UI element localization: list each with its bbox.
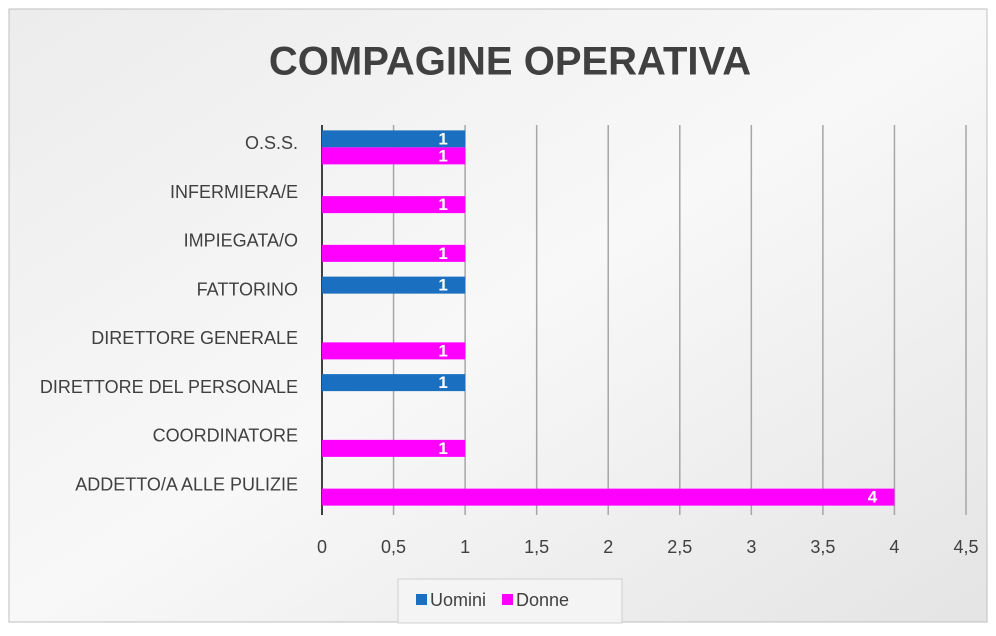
- chart-title: COMPAGINE OPERATIVA: [269, 40, 751, 84]
- x-tick-label: 3,5: [810, 537, 835, 557]
- bar: [322, 488, 895, 506]
- bar: [322, 196, 466, 214]
- data-label: 4: [868, 488, 878, 507]
- legend-label: Donne: [516, 590, 569, 610]
- x-tick-label: 2,5: [667, 537, 692, 557]
- y-tick-label: FATTORINO: [197, 279, 298, 299]
- bar: [322, 374, 466, 392]
- x-tick-label: 3: [746, 537, 756, 557]
- bar: [322, 147, 466, 165]
- bar: [322, 244, 466, 262]
- chart-background: [8, 8, 988, 623]
- x-tick-label: 1,5: [524, 537, 549, 557]
- legend-swatch: [416, 594, 427, 605]
- bar: [322, 439, 466, 457]
- data-label: 1: [438, 373, 447, 392]
- data-label: 1: [438, 341, 447, 360]
- y-tick-label: INFERMIERA/E: [170, 182, 298, 202]
- data-label: 1: [438, 195, 447, 214]
- legend-label: Uomini: [430, 590, 486, 610]
- y-tick-label: O.S.S.: [245, 133, 298, 153]
- x-tick-label: 0,5: [381, 537, 406, 557]
- data-label: 1: [438, 439, 447, 458]
- bar: [322, 130, 466, 148]
- data-label: 1: [438, 129, 447, 148]
- x-tick-label: 4,5: [953, 537, 978, 557]
- data-label: 1: [438, 244, 447, 263]
- x-tick-label: 0: [317, 537, 327, 557]
- data-label: 1: [438, 146, 447, 165]
- y-tick-label: IMPIEGATA/O: [184, 231, 298, 251]
- bar: [322, 276, 466, 294]
- bar: [322, 342, 466, 360]
- x-tick-label: 2: [603, 537, 613, 557]
- y-tick-label: DIRETTORE DEL PERSONALE: [40, 377, 298, 397]
- y-tick-label: COORDINATORE: [153, 426, 298, 446]
- data-label: 1: [438, 276, 447, 295]
- y-tick-label: DIRETTORE GENERALE: [91, 328, 298, 348]
- x-tick-label: 4: [889, 537, 899, 557]
- x-tick-label: 1: [460, 537, 470, 557]
- y-tick-label: ADDETTO/A ALLE PULIZIE: [75, 474, 298, 494]
- legend-swatch: [502, 594, 514, 605]
